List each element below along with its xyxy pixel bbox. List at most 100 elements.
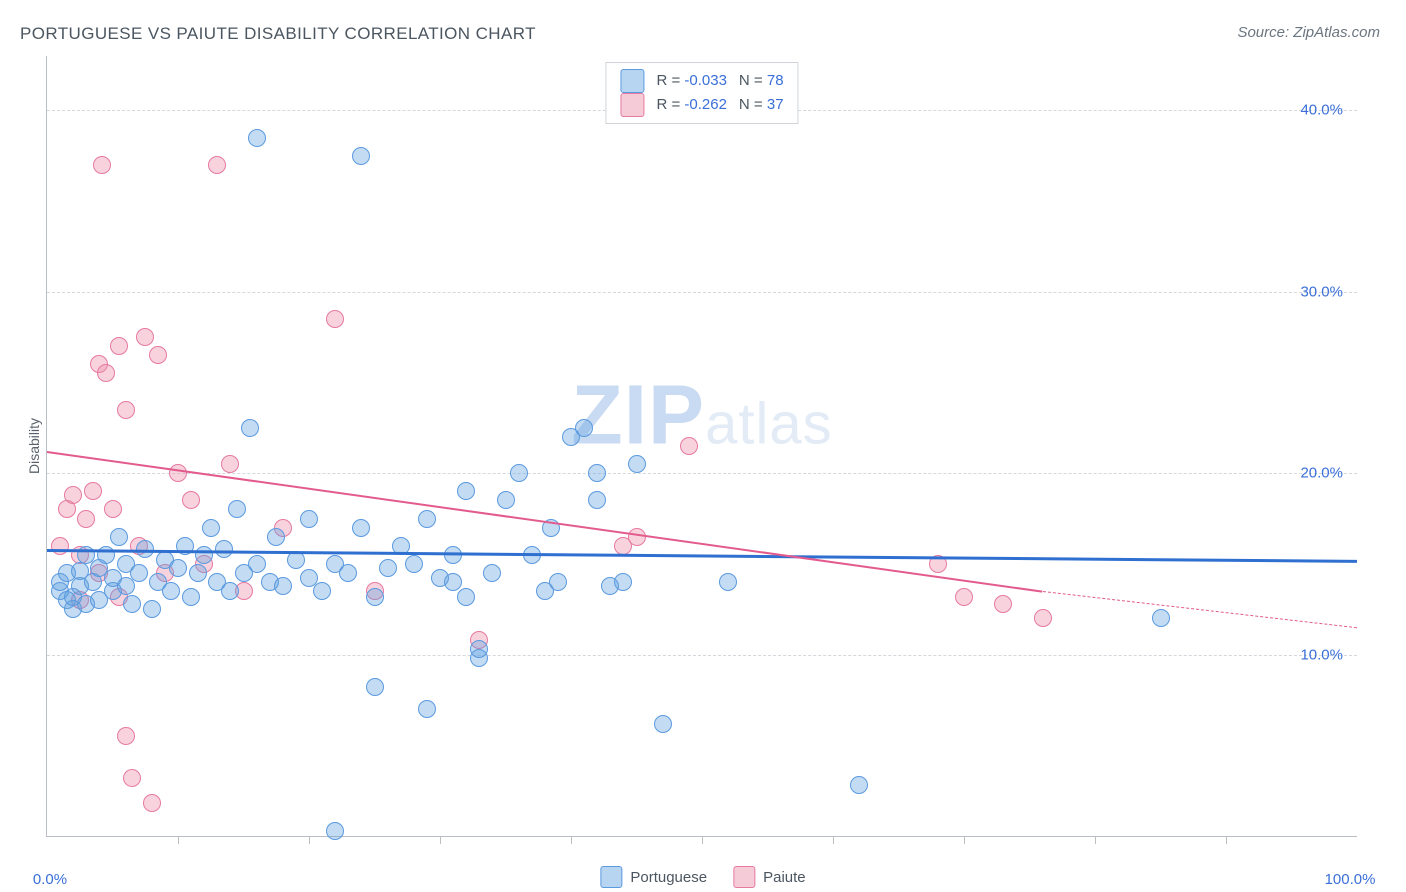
- point-portuguese: [339, 564, 357, 582]
- point-portuguese: [110, 528, 128, 546]
- point-portuguese: [202, 519, 220, 537]
- point-paiute: [149, 346, 167, 364]
- swatch-paiute-icon: [733, 866, 755, 888]
- point-portuguese: [850, 776, 868, 794]
- point-portuguese: [267, 528, 285, 546]
- point-portuguese: [143, 600, 161, 618]
- point-portuguese: [352, 147, 370, 165]
- point-paiute: [221, 455, 239, 473]
- point-portuguese: [241, 419, 259, 437]
- point-paiute: [64, 486, 82, 504]
- point-portuguese: [444, 573, 462, 591]
- point-paiute: [143, 794, 161, 812]
- point-portuguese: [169, 559, 187, 577]
- swatch-portuguese: [620, 69, 644, 93]
- trend-line: [1043, 591, 1358, 628]
- x-tick: [440, 836, 441, 844]
- point-portuguese: [248, 129, 266, 147]
- series-legend: Portuguese Paiute: [600, 866, 805, 888]
- point-portuguese: [418, 700, 436, 718]
- point-paiute: [77, 510, 95, 528]
- point-portuguese: [182, 588, 200, 606]
- point-portuguese: [248, 555, 266, 573]
- legend-item-paiute: Paiute: [733, 866, 806, 888]
- x-tick: [1095, 836, 1096, 844]
- point-paiute: [326, 310, 344, 328]
- watermark-rest: atlas: [705, 391, 833, 456]
- point-portuguese: [418, 510, 436, 528]
- point-portuguese: [549, 573, 567, 591]
- x-axis-max-label: 100.0%: [1325, 871, 1376, 888]
- point-paiute: [680, 437, 698, 455]
- y-axis-label: Disability: [26, 418, 42, 474]
- point-paiute: [117, 401, 135, 419]
- x-tick: [1226, 836, 1227, 844]
- watermark: ZIPatlas: [571, 366, 832, 463]
- point-portuguese: [195, 546, 213, 564]
- x-tick: [178, 836, 179, 844]
- swatch-paiute: [620, 93, 644, 117]
- point-paiute: [955, 588, 973, 606]
- x-tick: [571, 836, 572, 844]
- point-paiute: [169, 464, 187, 482]
- point-paiute: [97, 364, 115, 382]
- point-paiute: [84, 482, 102, 500]
- point-portuguese: [483, 564, 501, 582]
- legend-item-portuguese: Portuguese: [600, 866, 707, 888]
- point-portuguese: [130, 564, 148, 582]
- point-portuguese: [588, 464, 606, 482]
- point-portuguese: [326, 822, 344, 840]
- legend-label-portuguese: Portuguese: [630, 869, 707, 886]
- legend-row-portuguese: R = -0.033 N = 78: [620, 69, 783, 93]
- x-tick: [309, 836, 310, 844]
- point-portuguese: [614, 573, 632, 591]
- legend-row-paiute: R = -0.262 N = 37: [620, 93, 783, 117]
- point-paiute: [182, 491, 200, 509]
- x-tick: [964, 836, 965, 844]
- x-axis-min-label: 0.0%: [33, 871, 67, 888]
- gridline: [47, 473, 1357, 474]
- point-portuguese: [575, 419, 593, 437]
- point-portuguese: [313, 582, 331, 600]
- point-portuguese: [497, 491, 515, 509]
- swatch-portuguese-icon: [600, 866, 622, 888]
- point-portuguese: [352, 519, 370, 537]
- point-portuguese: [215, 540, 233, 558]
- point-paiute: [51, 537, 69, 555]
- point-portuguese: [287, 551, 305, 569]
- point-paiute: [123, 769, 141, 787]
- point-portuguese: [274, 577, 292, 595]
- x-tick: [702, 836, 703, 844]
- point-portuguese: [123, 595, 141, 613]
- y-tick-label: 40.0%: [1300, 102, 1343, 119]
- y-tick-label: 10.0%: [1300, 646, 1343, 663]
- point-paiute: [994, 595, 1012, 613]
- point-paiute: [208, 156, 226, 174]
- plot-area: ZIPatlas R = -0.033 N = 78 R = -0.262 N …: [46, 56, 1357, 837]
- point-portuguese: [379, 559, 397, 577]
- point-portuguese: [300, 510, 318, 528]
- trend-line: [47, 549, 1357, 562]
- point-portuguese: [457, 588, 475, 606]
- correlation-legend: R = -0.033 N = 78 R = -0.262 N = 37: [605, 62, 798, 124]
- point-portuguese: [405, 555, 423, 573]
- y-tick-label: 20.0%: [1300, 465, 1343, 482]
- gridline: [47, 292, 1357, 293]
- point-paiute: [1034, 609, 1052, 627]
- point-portuguese: [366, 588, 384, 606]
- point-portuguese: [719, 573, 737, 591]
- point-paiute: [93, 156, 111, 174]
- legend-label-paiute: Paiute: [763, 869, 806, 886]
- point-paiute: [136, 328, 154, 346]
- point-portuguese: [1152, 609, 1170, 627]
- source-label: Source: ZipAtlas.com: [1237, 24, 1380, 41]
- point-portuguese: [588, 491, 606, 509]
- point-portuguese: [470, 640, 488, 658]
- point-paiute: [117, 727, 135, 745]
- point-portuguese: [510, 464, 528, 482]
- point-portuguese: [457, 482, 475, 500]
- point-portuguese: [228, 500, 246, 518]
- point-portuguese: [628, 455, 646, 473]
- point-paiute: [110, 337, 128, 355]
- point-paiute: [104, 500, 122, 518]
